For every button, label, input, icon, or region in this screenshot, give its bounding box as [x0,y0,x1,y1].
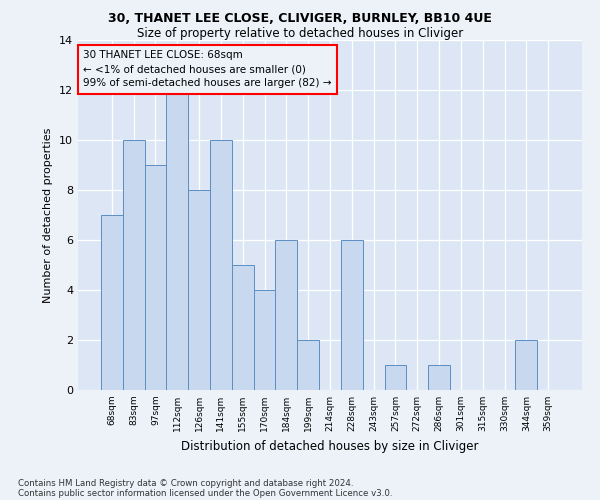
Bar [297,340,319,390]
Bar [515,340,537,390]
Bar [101,215,123,390]
Bar [210,140,232,390]
Bar [428,365,450,390]
X-axis label: Distribution of detached houses by size in Cliviger: Distribution of detached houses by size … [181,440,479,452]
Bar [254,290,275,390]
Text: 30, THANET LEE CLOSE, CLIVIGER, BURNLEY, BB10 4UE: 30, THANET LEE CLOSE, CLIVIGER, BURNLEY,… [108,12,492,26]
Bar [341,240,363,390]
Text: Size of property relative to detached houses in Cliviger: Size of property relative to detached ho… [137,28,463,40]
Bar [123,140,145,390]
Text: 30 THANET LEE CLOSE: 68sqm
← <1% of detached houses are smaller (0)
99% of semi-: 30 THANET LEE CLOSE: 68sqm ← <1% of deta… [83,50,332,88]
Bar [385,365,406,390]
Bar [232,265,254,390]
Bar [166,90,188,390]
Y-axis label: Number of detached properties: Number of detached properties [43,128,53,302]
Bar [188,190,210,390]
Text: Contains HM Land Registry data © Crown copyright and database right 2024.: Contains HM Land Registry data © Crown c… [18,478,353,488]
Bar [275,240,297,390]
Text: Contains public sector information licensed under the Open Government Licence v3: Contains public sector information licen… [18,488,392,498]
Bar [145,165,166,390]
